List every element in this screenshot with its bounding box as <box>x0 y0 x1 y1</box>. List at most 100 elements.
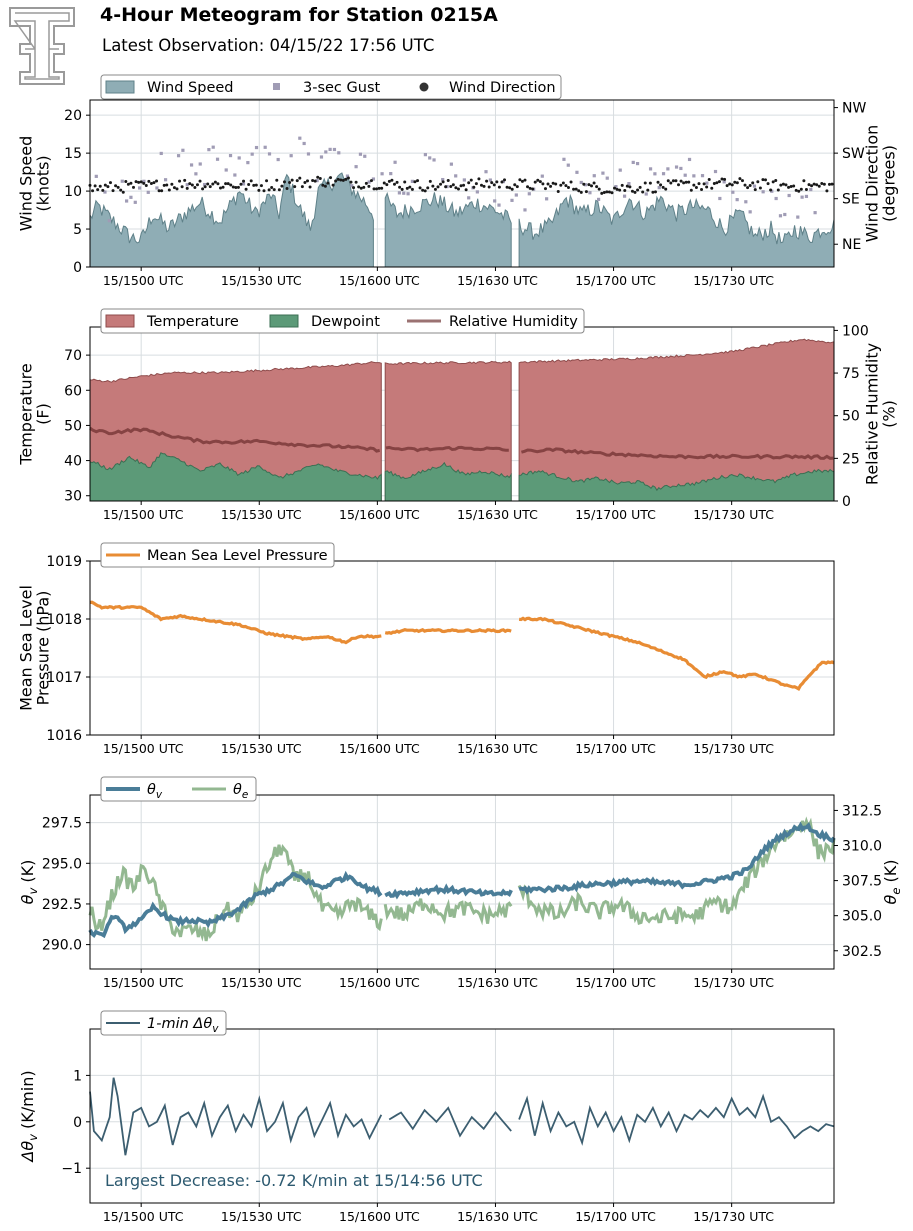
wind-legend-item: 3-sec Gust <box>273 80 380 96</box>
direction-point <box>119 188 123 192</box>
direction-point <box>433 187 437 191</box>
pressure-xtick-label: 15/1700 UTC <box>575 741 656 756</box>
direction-point <box>787 185 791 189</box>
direction-point <box>505 185 509 189</box>
theta-legend-label: θv <box>147 782 163 801</box>
gust-point <box>679 166 683 171</box>
theta-ylabel: θv (K) <box>18 860 40 905</box>
direction-point <box>743 183 747 187</box>
direction-point <box>188 182 192 186</box>
page-title: 4-Hour Meteogram for Station 0215A <box>100 4 498 26</box>
gust-point <box>125 199 129 203</box>
pressure-legend: Mean Sea Level Pressure <box>100 542 335 568</box>
theta-ytick-label: 297.5 <box>42 816 82 832</box>
gust-point <box>120 179 124 183</box>
gust-point <box>748 210 752 214</box>
direction-point <box>423 189 427 193</box>
gust-point <box>410 179 414 183</box>
thermo-ytick-label: 40 <box>64 454 82 470</box>
direction-point <box>339 178 343 182</box>
svg-text:Mean Sea Level: Mean Sea Level <box>17 585 36 711</box>
gust-point <box>380 172 384 176</box>
direction-point <box>175 187 179 191</box>
wind-ytick-label: 5 <box>73 222 82 238</box>
pressure-line <box>384 628 512 636</box>
direction-point <box>224 182 228 186</box>
direction-point <box>551 181 555 185</box>
theta-rtick-label: 305.0 <box>842 909 882 925</box>
dtheta-xtick-label: 15/1700 UTC <box>575 1209 656 1224</box>
direction-point <box>738 177 742 181</box>
gust-point <box>250 152 254 156</box>
gust-point <box>718 196 722 201</box>
gust-point <box>657 186 661 190</box>
direction-point <box>584 190 588 194</box>
gust-point <box>276 157 280 162</box>
thermo-xtick-label: 15/1700 UTC <box>575 507 656 522</box>
direction-point <box>510 187 514 191</box>
direction-point <box>329 176 333 180</box>
wind-ytick-label: 20 <box>64 108 82 124</box>
direction-point <box>121 190 125 194</box>
direction-point <box>720 177 724 181</box>
direction-point <box>152 181 156 185</box>
gust-point <box>731 190 735 194</box>
direction-point <box>252 183 256 187</box>
direction-point <box>769 188 773 192</box>
gust-point <box>601 171 605 175</box>
direction-point <box>277 188 281 192</box>
direction-point <box>651 190 655 194</box>
direction-point <box>170 182 174 186</box>
direction-point <box>646 188 650 192</box>
dtheta-legend: 1-min Δθv <box>100 1010 227 1036</box>
svg-text:(degrees): (degrees) <box>880 145 899 222</box>
gust-point <box>332 147 337 152</box>
direction-point <box>602 190 606 194</box>
direction-point <box>641 190 645 194</box>
thermo-legend: Temperature Dewpoint Relative Humidity <box>100 308 585 334</box>
gust-point <box>371 177 376 181</box>
direction-point <box>564 184 568 188</box>
direction-point <box>810 184 814 188</box>
thermo-rtick-label: 50 <box>842 409 860 425</box>
direction-point <box>784 183 788 187</box>
dtheta-xtick-label: 15/1630 UTC <box>457 1209 538 1224</box>
gust-point <box>514 193 518 197</box>
wind-legend-item: Wind Direction <box>419 80 556 96</box>
direction-point <box>451 183 455 187</box>
direction-point <box>444 185 448 189</box>
direction-point <box>730 183 734 187</box>
gust-point <box>159 151 163 156</box>
direction-point <box>149 182 153 186</box>
gust-point <box>237 156 241 160</box>
svg-text:Wind Speed: Wind Speed <box>17 136 36 231</box>
dtheta-xtick-label: 15/1530 UTC <box>221 1209 302 1224</box>
gust-point <box>644 192 648 196</box>
gust-point <box>523 208 527 212</box>
humidity-line <box>520 447 834 461</box>
direction-point <box>155 179 159 183</box>
direction-point <box>526 185 530 189</box>
wind-panel: 15/1500 UTC 15/1530 UTC 15/1600 UTC 15/1630… <box>17 74 899 288</box>
gust-point <box>497 203 501 207</box>
direction-point <box>316 175 320 179</box>
gust-point <box>402 191 406 195</box>
direction-point <box>723 177 727 181</box>
direction-point <box>385 183 389 187</box>
direction-point <box>490 181 494 185</box>
thermo-ytick-label: 70 <box>64 348 82 364</box>
largest-decrease-annotation: Largest Decrease: -0.72 K/min at 15/14:5… <box>105 1171 483 1190</box>
direction-point <box>664 187 668 191</box>
direction-point <box>546 182 550 186</box>
pressure-xtick-label: 15/1600 UTC <box>339 741 420 756</box>
svg-text:(%): (%) <box>880 400 899 428</box>
direction-point <box>592 181 596 185</box>
wind-legend-box <box>100 74 562 100</box>
gust-point <box>367 180 371 184</box>
gust-point <box>138 186 142 190</box>
direction-point <box>822 182 826 186</box>
direction-point <box>705 185 709 189</box>
direction-point <box>605 190 609 194</box>
gust-point <box>441 177 445 182</box>
